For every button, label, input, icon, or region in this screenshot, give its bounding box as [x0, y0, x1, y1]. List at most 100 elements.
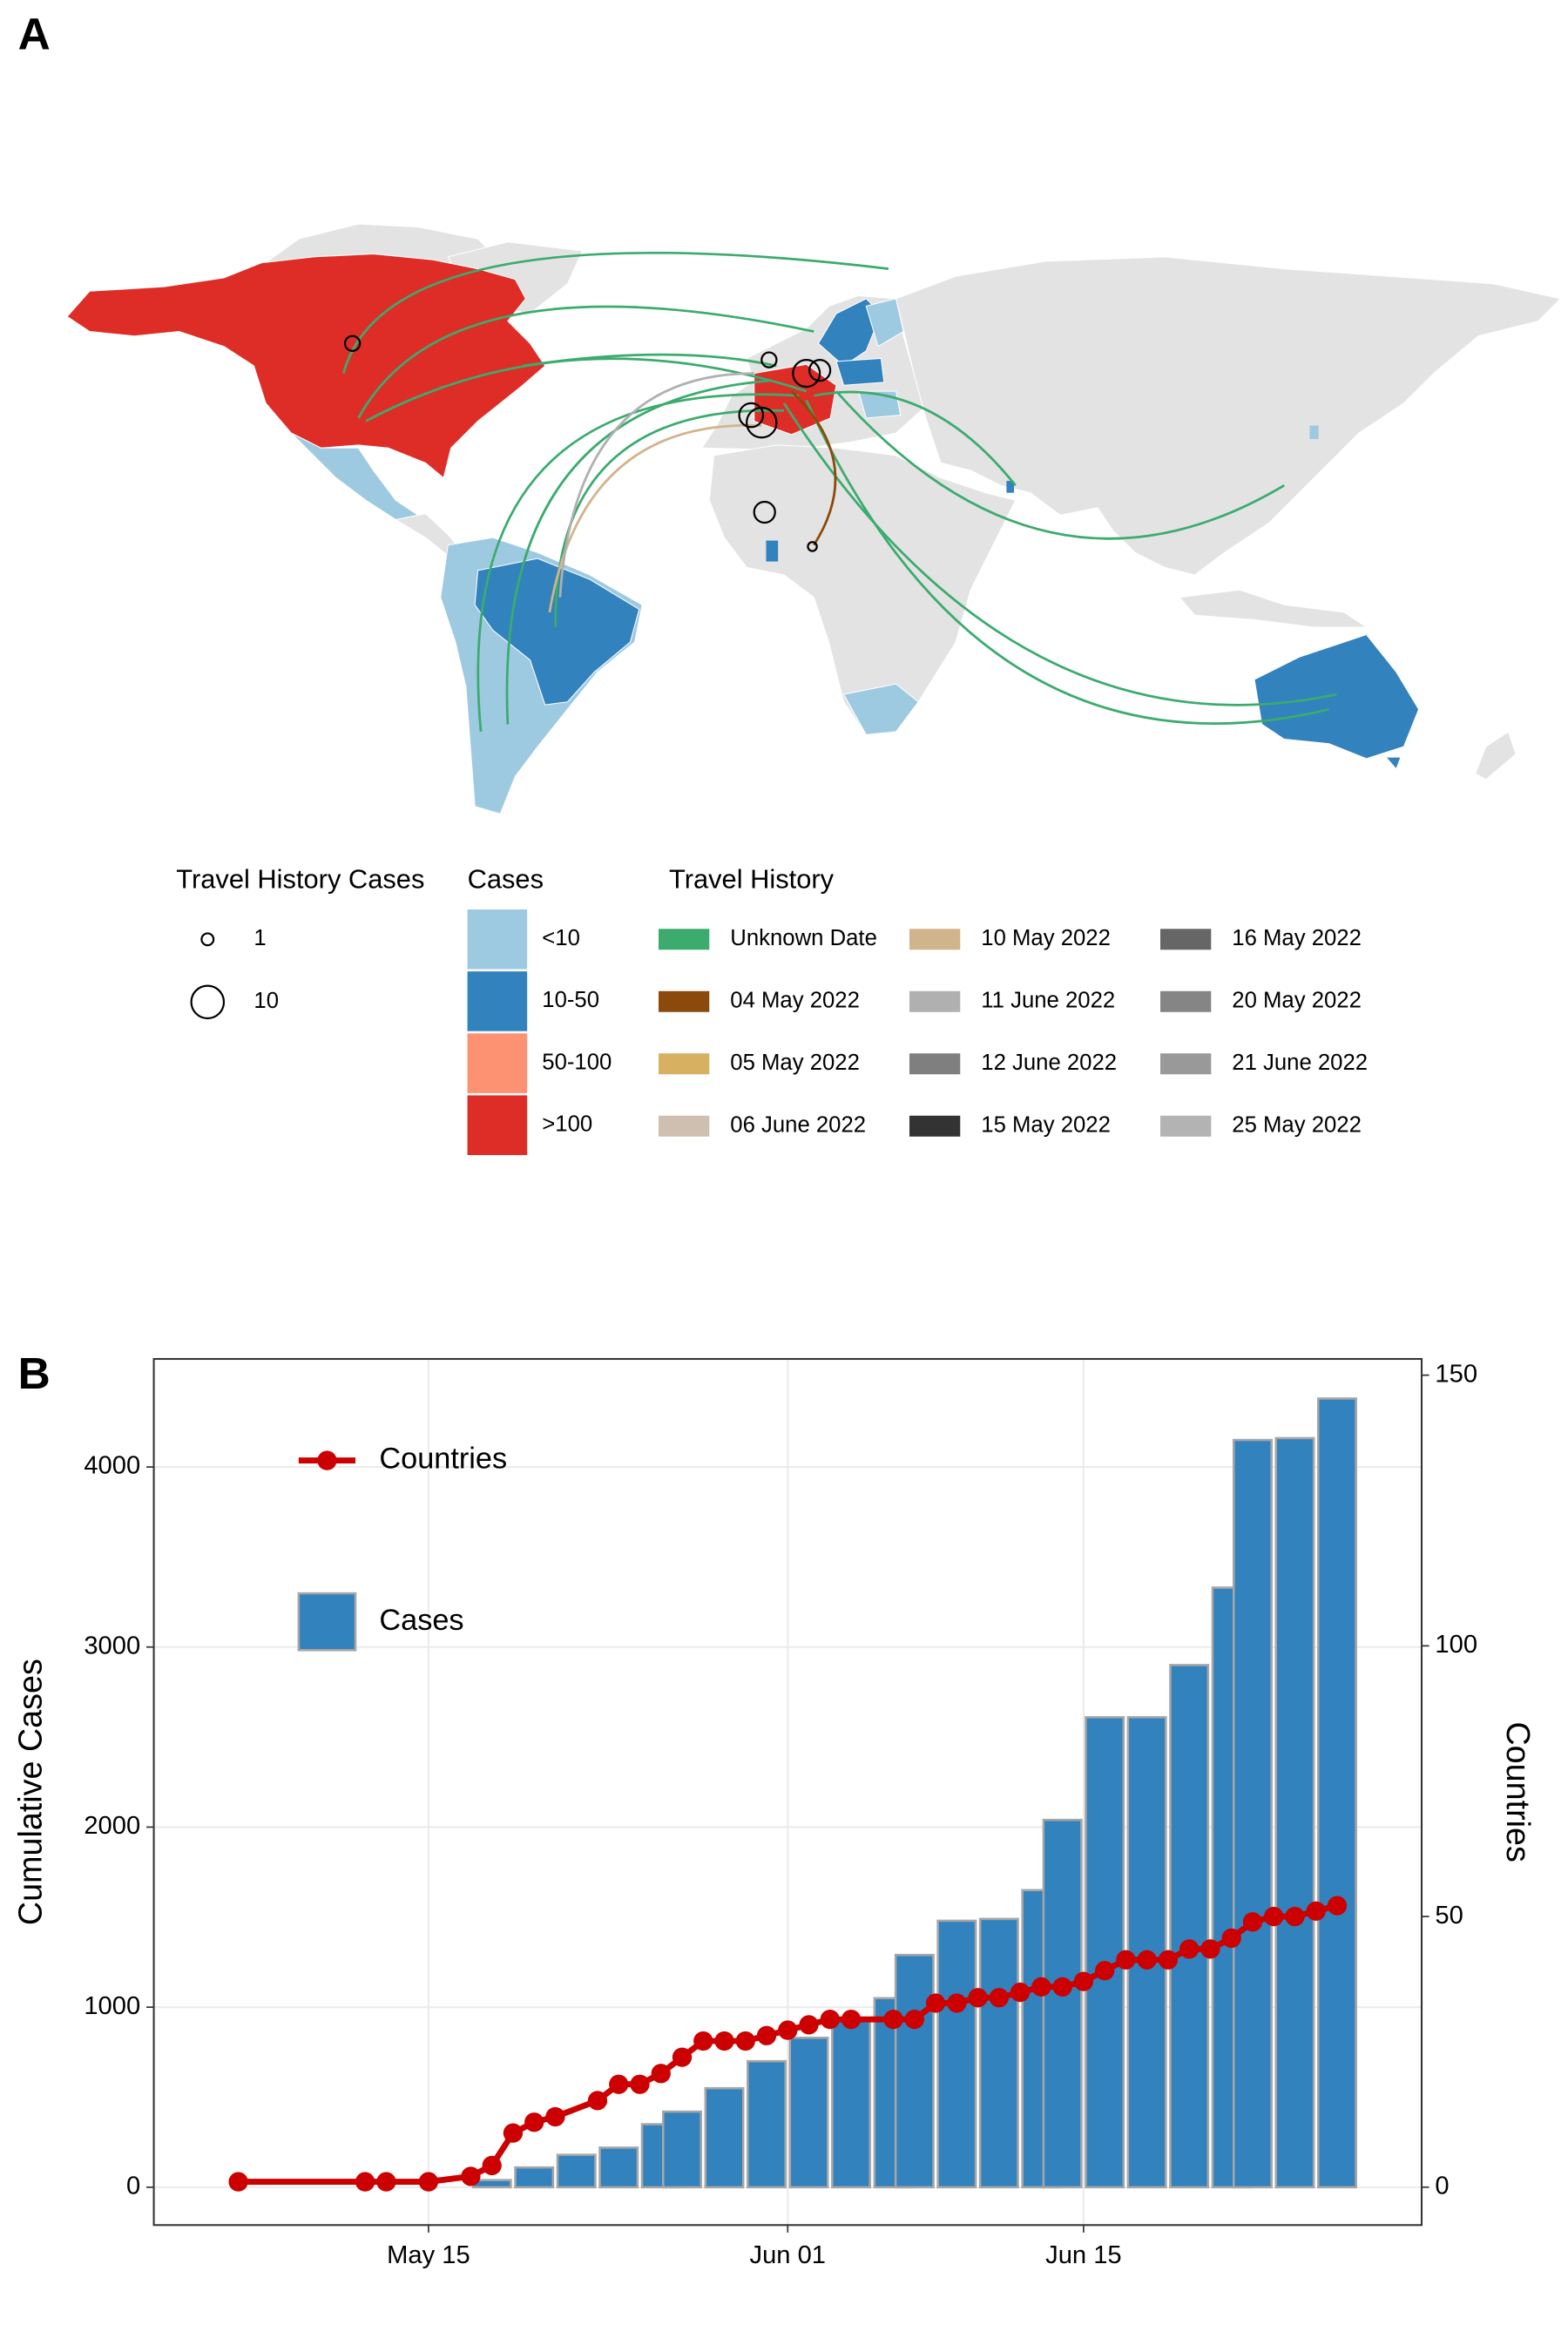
arc	[558, 372, 754, 598]
legend-swatch	[467, 909, 528, 970]
bar	[1085, 1716, 1125, 2189]
bar	[1274, 1436, 1315, 2189]
legend-label: Unknown Date	[730, 926, 877, 950]
circle	[760, 351, 778, 368]
y2-tick-label: 100	[1435, 1631, 1477, 1659]
circle	[753, 500, 776, 524]
line-point	[925, 1993, 946, 2013]
legend-swatch	[659, 990, 710, 1012]
legend-swatch	[659, 1115, 710, 1137]
line-point	[1221, 1928, 1241, 1949]
asia	[895, 256, 1562, 576]
legend-swatch	[297, 1592, 357, 1652]
legend-swatch	[659, 1053, 710, 1075]
arc	[522, 353, 777, 368]
line-point	[376, 2172, 396, 2192]
line-point	[1137, 1950, 1157, 1970]
circle	[738, 402, 765, 429]
line-point	[735, 2031, 755, 2051]
bar	[936, 1919, 977, 2189]
x-tick-label: May 15	[387, 2241, 470, 2269]
line-point	[587, 2091, 608, 2111]
legend-label: 04 May 2022	[730, 989, 860, 1013]
line-point	[714, 2031, 734, 2051]
line-point	[651, 2064, 671, 2084]
y2-tick-label: 50	[1435, 1902, 1463, 1930]
line-point	[503, 2123, 524, 2143]
line-point	[461, 2166, 481, 2186]
y-tick-label: 1000	[84, 1992, 140, 2020]
new-zealand	[1475, 731, 1517, 781]
legend-swatch	[467, 1033, 528, 1093]
line-point	[1306, 1901, 1326, 1921]
y2-tick-label: 150	[1435, 1360, 1477, 1388]
legend-label: >100	[542, 1112, 592, 1137]
map-legend: Travel History Cases 1 10 Cases <10 10-50 50-1…	[176, 864, 1368, 1155]
legend-swatch	[909, 1053, 961, 1075]
legend-label: 12 June 2022	[981, 1051, 1117, 1075]
world-map	[66, 223, 1562, 814]
indonesia	[1179, 589, 1369, 628]
bar	[747, 2059, 787, 2189]
plot-border	[152, 1357, 1423, 2227]
legend-swatch	[909, 990, 961, 1012]
bar	[556, 2153, 597, 2189]
line-point	[693, 2031, 713, 2051]
arc	[835, 390, 1285, 540]
y-tick-label: 0	[126, 2173, 140, 2200]
arc	[814, 390, 1017, 486]
line-point	[228, 2172, 248, 2192]
line-point	[482, 2155, 502, 2176]
legend-swatch	[1160, 1053, 1212, 1075]
panel-label: A	[18, 8, 51, 58]
bar	[1316, 1397, 1357, 2189]
line-point	[1052, 1977, 1072, 1997]
line-point	[355, 2172, 375, 2192]
line-point	[1095, 1961, 1115, 1981]
panel-label: B	[18, 1348, 51, 1398]
legend-label: 10	[253, 989, 279, 1013]
y-axis-title: Cumulative Cases	[12, 1659, 49, 1925]
line-point	[1073, 1971, 1094, 1991]
line-point	[609, 2074, 629, 2094]
legend-label: 21 June 2022	[1232, 1051, 1368, 1075]
line-point	[1158, 1950, 1179, 1970]
bar	[894, 1953, 935, 2189]
legend-label: Countries	[379, 1443, 507, 1476]
ghana	[766, 540, 779, 562]
arc	[505, 379, 769, 725]
y2-tick-label: 0	[1435, 2172, 1449, 2200]
legend-label: 15 May 2022	[981, 1113, 1111, 1138]
israel	[1006, 481, 1014, 493]
legend-label: 50-100	[542, 1050, 612, 1074]
south-africa	[842, 683, 919, 735]
circle	[343, 335, 362, 352]
north-america	[66, 253, 546, 479]
legend-swatch	[659, 929, 710, 950]
legend-title: Travel History	[669, 864, 835, 895]
legend-swatch	[1160, 929, 1212, 950]
circle	[807, 541, 818, 552]
bar	[1042, 1818, 1083, 2189]
legend-label: 25 May 2022	[1232, 1113, 1362, 1138]
line-point	[989, 1988, 1009, 2008]
line-point	[1010, 1982, 1031, 2003]
line-point	[524, 2112, 544, 2132]
chart: B 0 1000 2000 3000 4000 May 15 Jun 01 Jun 15 0 50 1…	[12, 1348, 1537, 2269]
legend-label: 11 June 2022	[981, 989, 1115, 1013]
arc	[476, 393, 800, 733]
line-point	[820, 2010, 840, 2030]
legend-title: Cases	[468, 864, 544, 895]
australia	[1254, 633, 1420, 760]
y-tick-label: 3000	[84, 1632, 140, 1659]
line-point	[756, 2025, 777, 2045]
legend-swatch	[909, 1115, 961, 1137]
line-point	[968, 1988, 988, 2008]
bar	[978, 1917, 1019, 2189]
bar	[1169, 1664, 1210, 2189]
legend-title: Travel History Cases	[176, 864, 424, 895]
tasmania	[1384, 756, 1402, 770]
line-point	[545, 2106, 565, 2127]
legend-label: 10-50	[542, 988, 599, 1012]
